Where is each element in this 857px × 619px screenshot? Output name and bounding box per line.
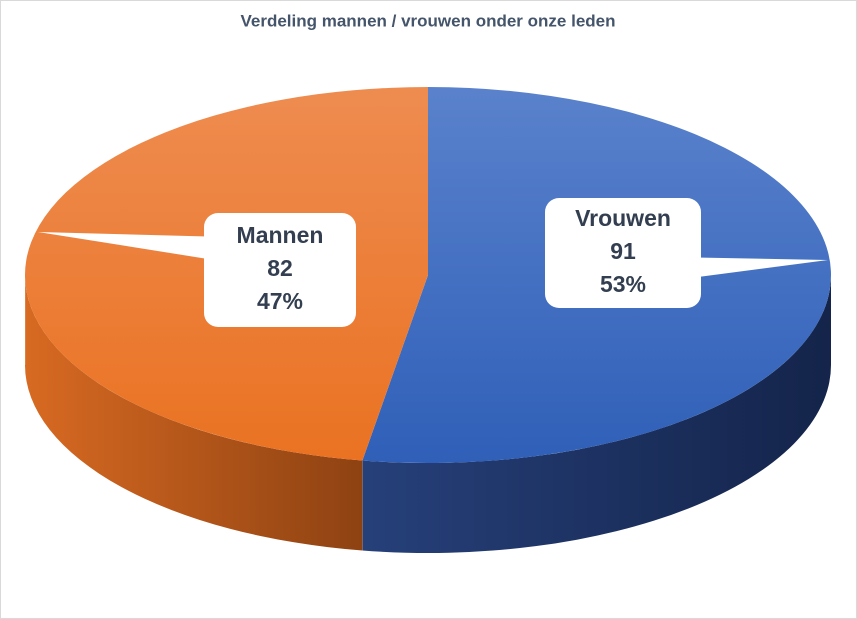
data-label-value: 91: [610, 238, 636, 264]
data-label-percent: 47%: [257, 288, 303, 314]
chart-title: Verdeling mannen / vrouwen onder onze le…: [240, 11, 615, 30]
data-label-value: 82: [267, 255, 293, 281]
slice-side: [25, 275, 363, 551]
slice-side: [362, 275, 831, 553]
callout-box: [204, 213, 356, 327]
callout-box: [545, 198, 701, 308]
data-label-category: Vrouwen: [575, 205, 671, 231]
data-label-category: Mannen: [237, 222, 324, 248]
data-label-percent: 53%: [600, 271, 646, 297]
